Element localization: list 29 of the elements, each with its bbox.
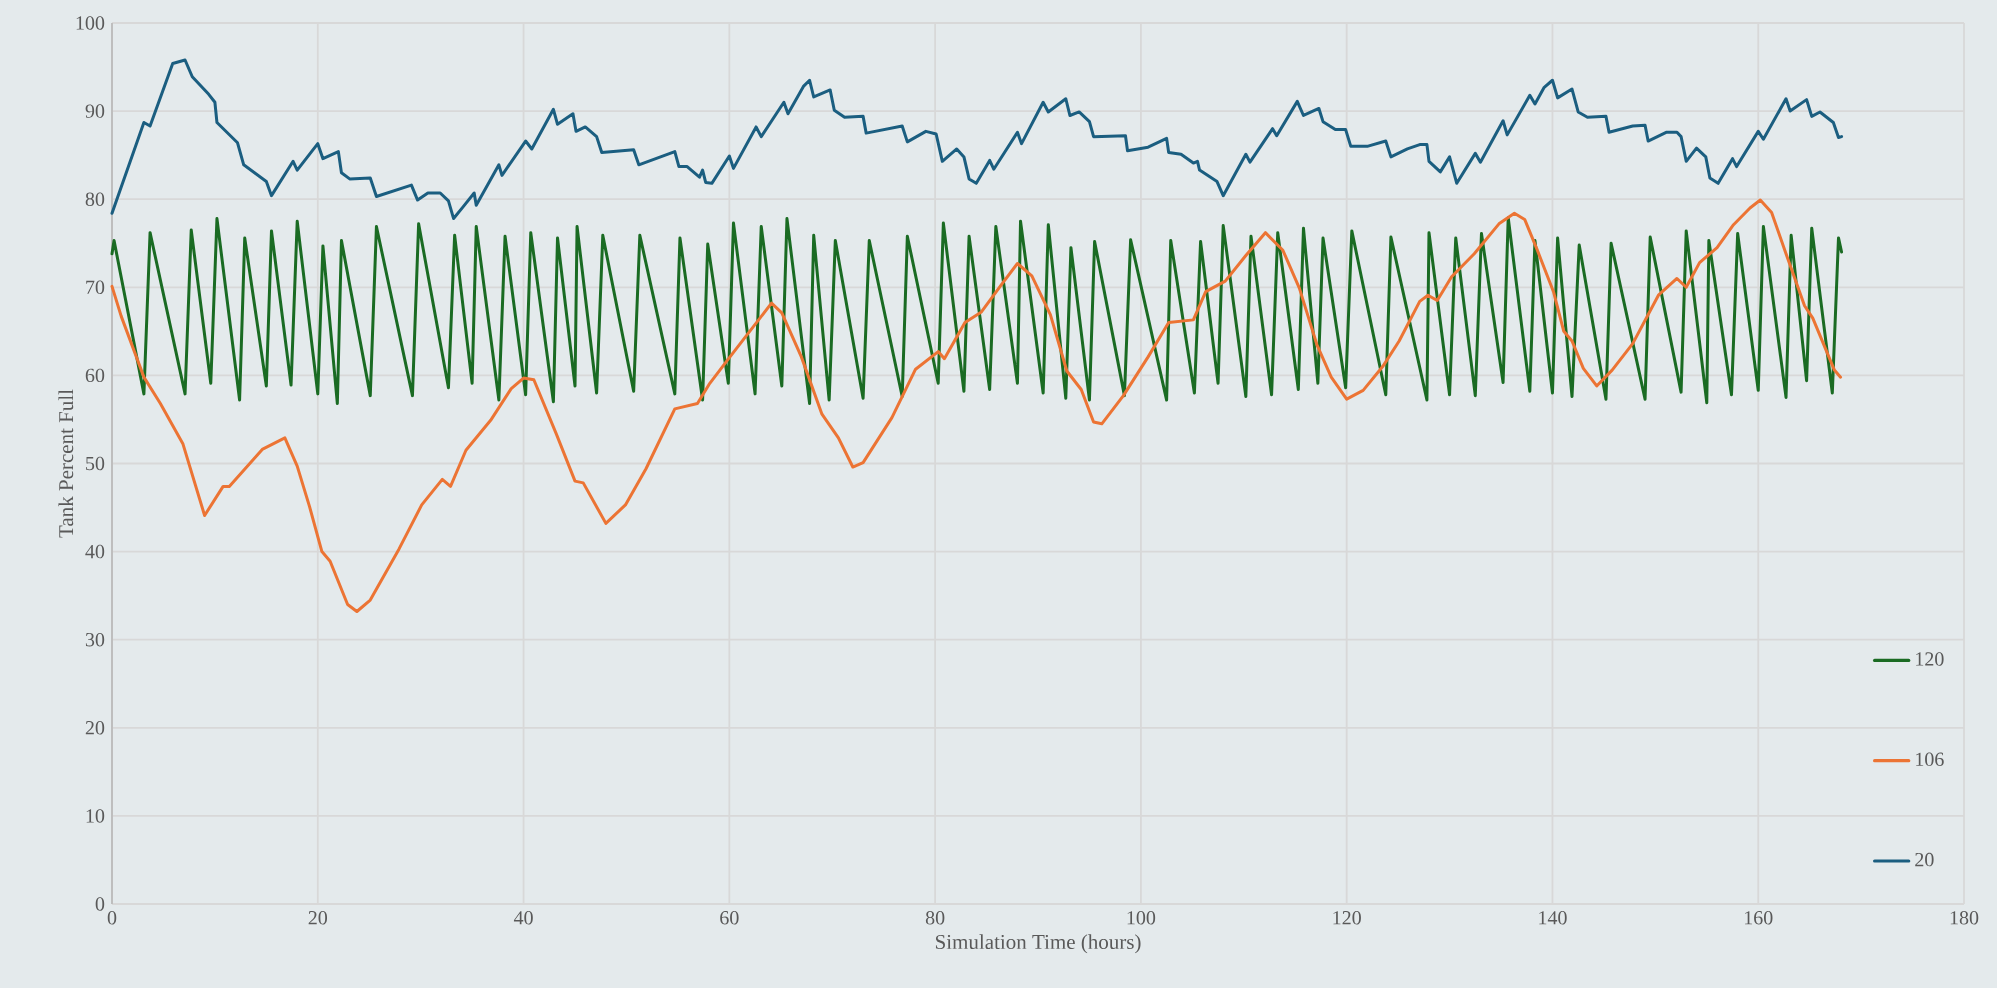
x-tick-label: 140: [1539, 911, 1567, 925]
x-tick-label: 180: [1950, 911, 1979, 925]
y-tick-label: 90: [85, 104, 105, 118]
y-axis-title: Tank Percent Full: [58, 389, 74, 538]
x-tick-label: 100: [1127, 911, 1156, 925]
x-tick-label: 20: [308, 911, 328, 925]
y-tick-label: 60: [85, 368, 105, 383]
line-series: [110, 216, 1844, 406]
y-tick-label: 40: [85, 544, 105, 559]
x-axis-title: Simulation Time (hours): [935, 934, 1141, 954]
x-tick-label: 160: [1744, 911, 1773, 925]
line-series: [110, 198, 1843, 613]
y-tick-label: 100: [76, 16, 105, 30]
x-tick-label: 0: [107, 911, 117, 925]
y-tick-label: 0: [95, 897, 105, 911]
y-tick-label: 50: [86, 456, 105, 471]
y-tick-label: 20: [85, 721, 105, 735]
legend-label: 106: [1916, 752, 1944, 767]
x-tick-label: 60: [720, 911, 739, 925]
legend-label: 20: [1915, 852, 1934, 867]
legend-label: 120: [1916, 652, 1944, 666]
x-tick-label: 80: [925, 911, 945, 925]
y-tick-label: 10: [86, 809, 105, 823]
x-tick-label: 40: [513, 911, 533, 925]
y-tick-label: 70: [86, 280, 105, 295]
x-tick-label: 120: [1333, 911, 1361, 925]
line-series: [110, 58, 1844, 221]
y-tick-label: 30: [85, 632, 105, 647]
y-tick-label: 80: [85, 192, 105, 206]
